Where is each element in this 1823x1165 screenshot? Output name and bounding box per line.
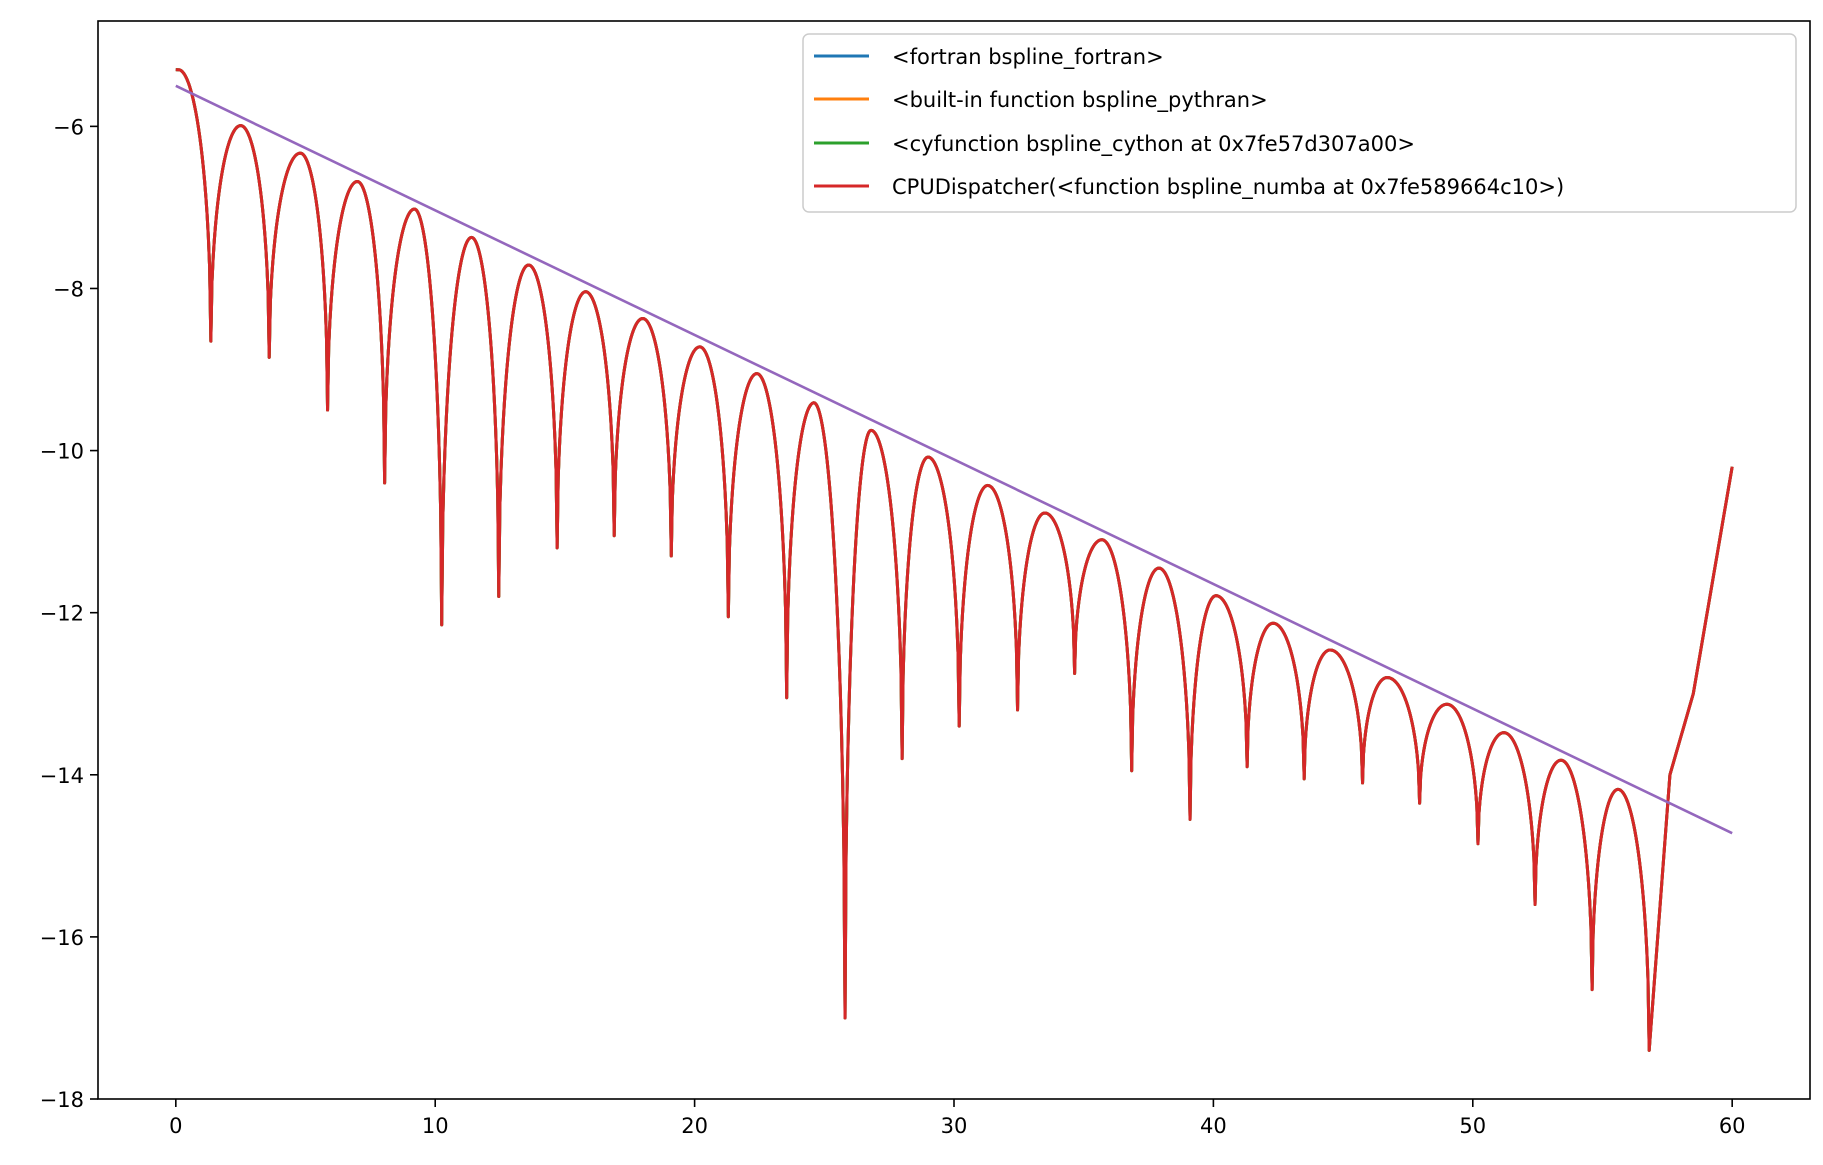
y-tick-label: −12 <box>40 602 84 626</box>
x-tick-label: 20 <box>681 1114 708 1138</box>
x-tick-label: 50 <box>1459 1114 1486 1138</box>
series-layer <box>175 68 1734 1052</box>
x-tick-label: 0 <box>169 1114 182 1138</box>
x-tick-label: 30 <box>941 1114 968 1138</box>
y-tick-label: −18 <box>40 1088 84 1112</box>
y-tick-label: −6 <box>53 115 84 139</box>
ticks-layer: 0 10 20 30 40 50 60 −18 −16 −14 −12 −10 −8 −6 <box>40 115 1746 1138</box>
legend-entry: <built-in function bspline_pythran> <box>814 88 1268 113</box>
plot-area: 0 10 20 30 40 50 60 −18 −16 −14 −12 −10 −8 −6 <box>40 20 1811 1138</box>
legend-entry: <cyfunction bspline_cython at 0x7fe57d30… <box>814 132 1415 157</box>
legend-box <box>802 33 1797 213</box>
y-tick-label: −10 <box>40 440 84 464</box>
x-tick-label: 10 <box>422 1114 449 1138</box>
y-tick-label: −8 <box>53 277 84 301</box>
series-line-numba <box>175 68 1734 1052</box>
legend: <fortran bspline_fortran> <built-in func… <box>802 33 1797 213</box>
y-tick-label: −16 <box>40 926 84 950</box>
x-tick-label: 40 <box>1200 1114 1227 1138</box>
legend-entry: <fortran bspline_fortran> <box>814 45 1164 70</box>
legend-label: <fortran bspline_fortran> <box>892 45 1164 70</box>
legend-label: <built-in function bspline_pythran> <box>892 88 1268 113</box>
x-tick-label: 60 <box>1719 1114 1746 1138</box>
y-tick-label: −14 <box>40 764 84 788</box>
legend-label: <cyfunction bspline_cython at 0x7fe57d30… <box>892 132 1415 157</box>
legend-entry: CPUDispatcher(<function bspline_numba at… <box>814 175 1564 200</box>
series-line-reference <box>175 84 1733 835</box>
legend-label: CPUDispatcher(<function bspline_numba at… <box>892 175 1564 200</box>
